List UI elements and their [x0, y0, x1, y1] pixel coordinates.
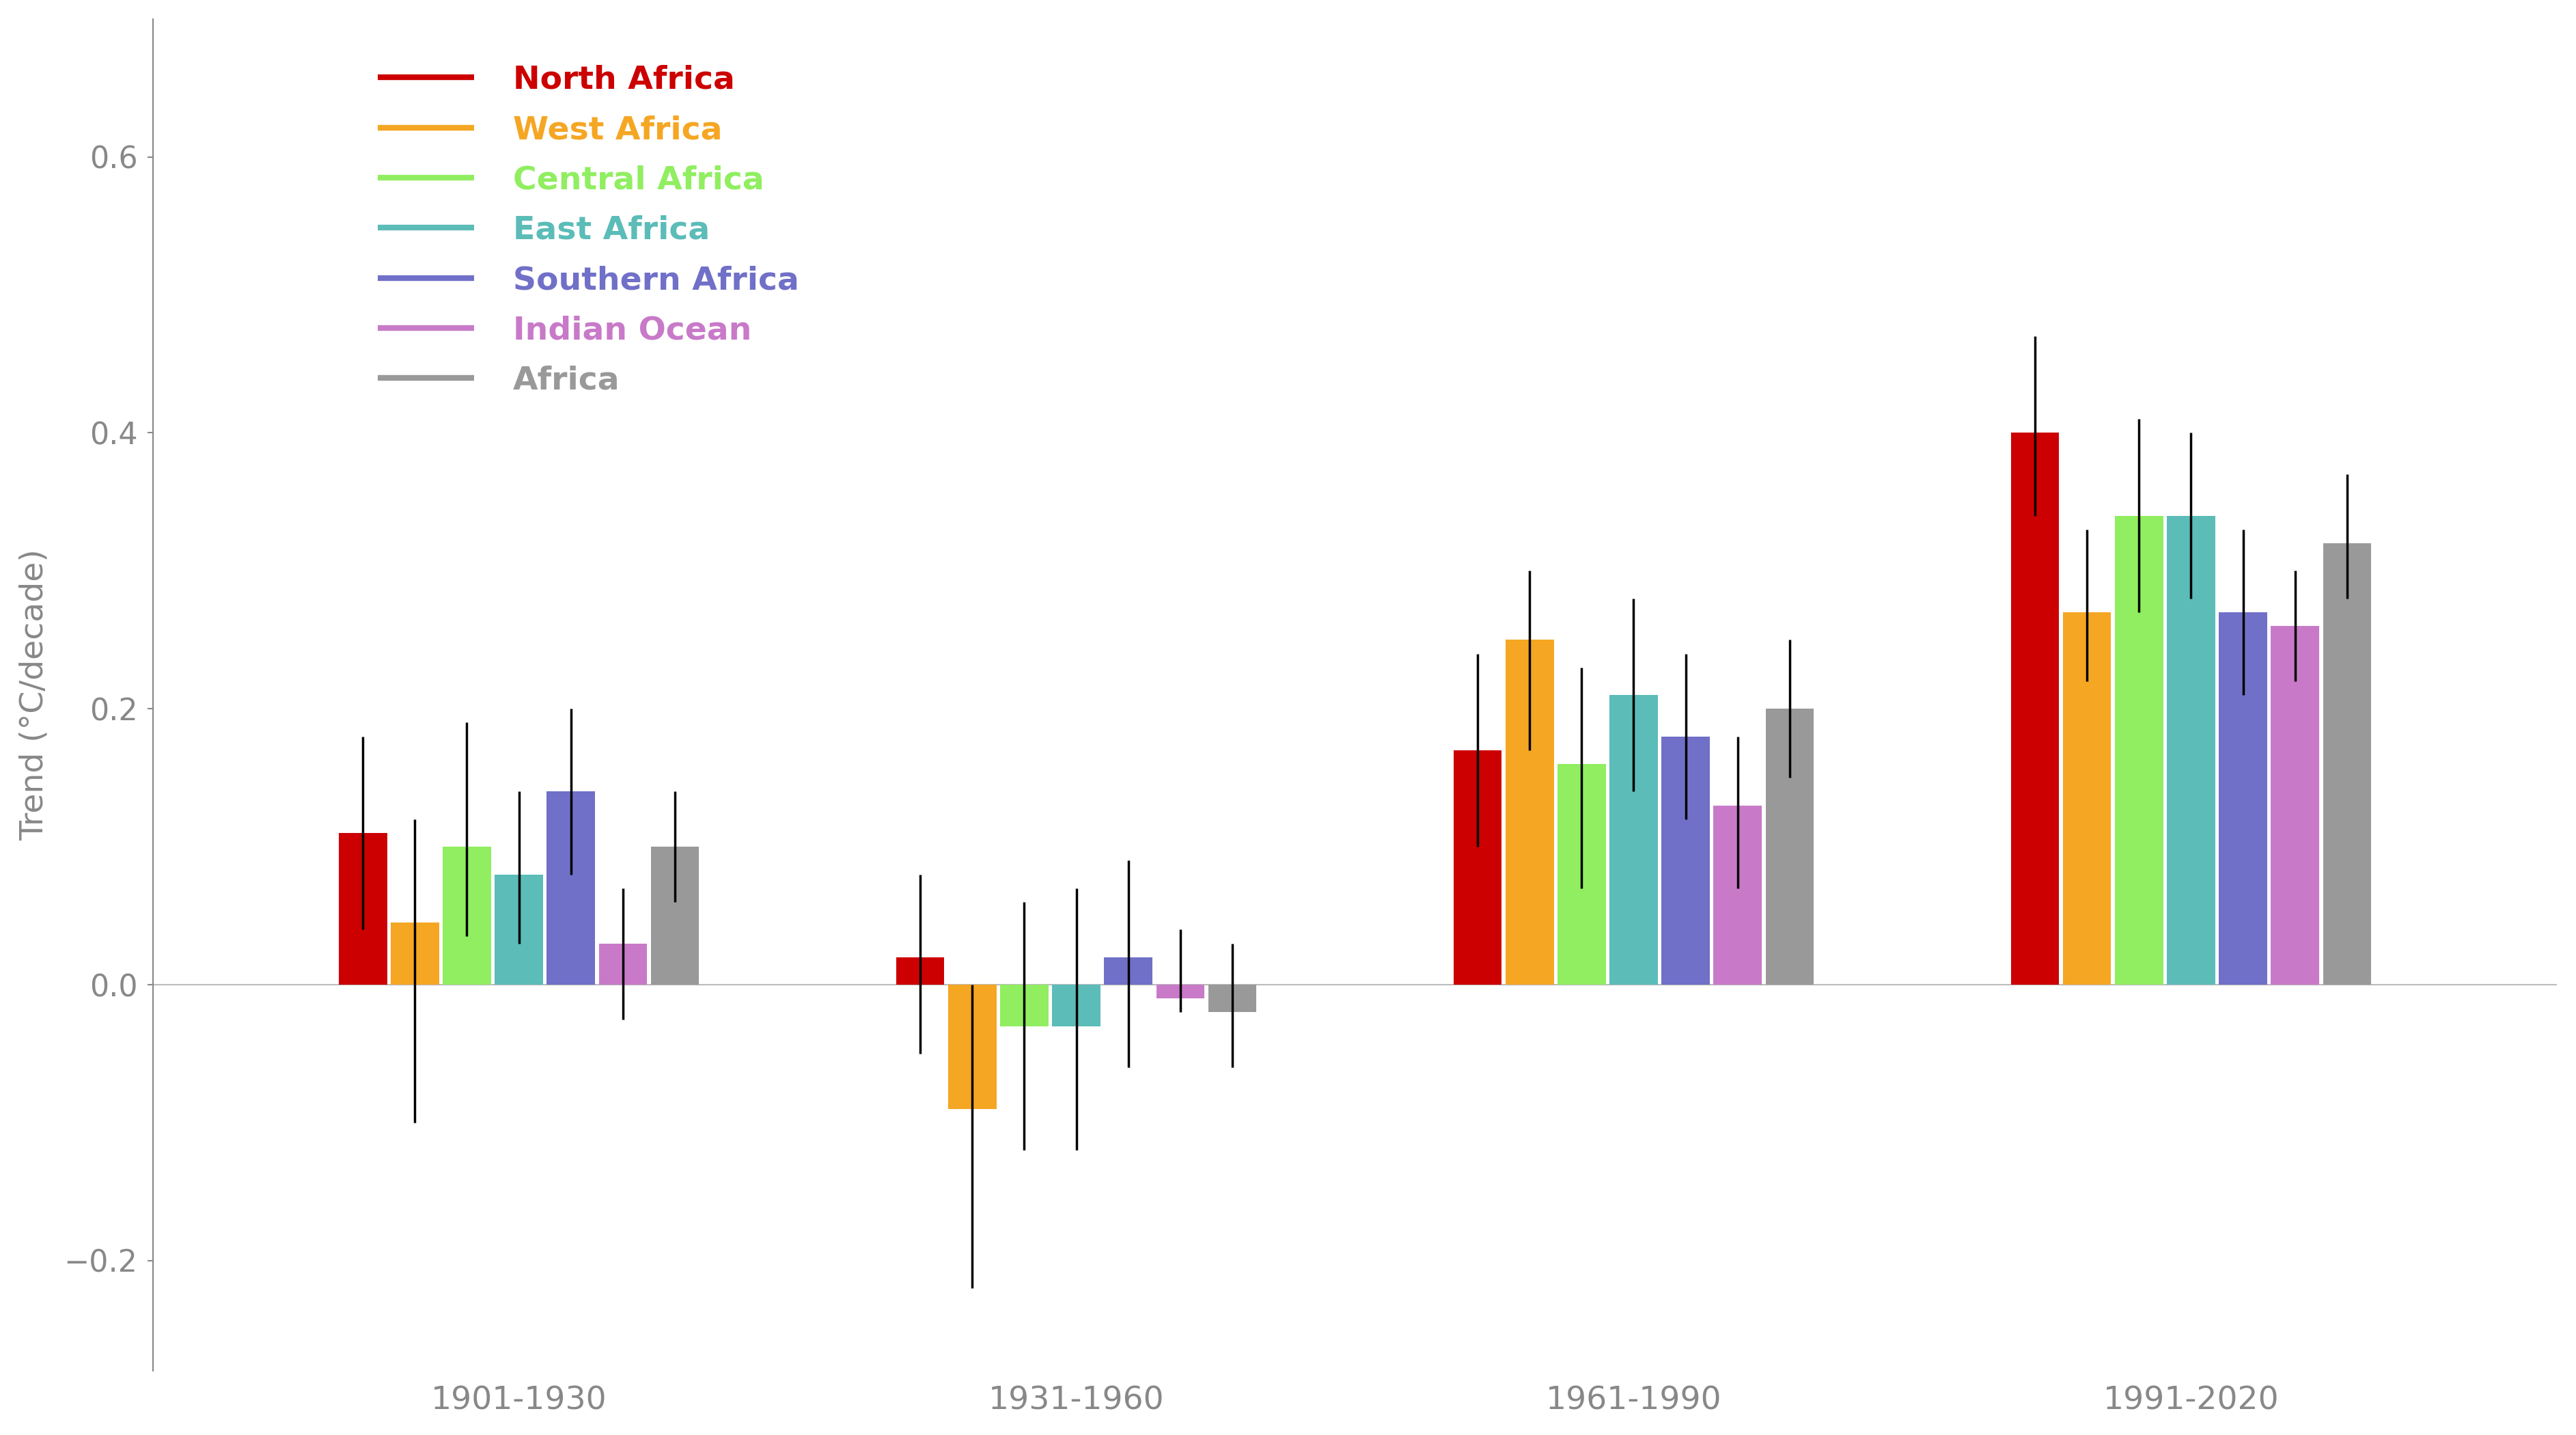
Bar: [1662, 736, 1710, 984]
Bar: [999, 984, 1048, 1026]
Bar: [948, 984, 997, 1109]
Y-axis label: Trend (°C/decade): Trend (°C/decade): [18, 550, 49, 841]
Bar: [1051, 984, 1100, 1026]
Bar: [598, 943, 647, 984]
Bar: [896, 957, 945, 984]
Bar: [1504, 640, 1553, 984]
Bar: [2218, 613, 2267, 984]
Bar: [392, 923, 438, 984]
Bar: [1713, 805, 1762, 984]
Bar: [1610, 695, 1659, 984]
Bar: [2166, 515, 2215, 984]
Bar: [495, 874, 544, 984]
Bar: [337, 832, 386, 984]
Bar: [2063, 613, 2112, 984]
Bar: [1157, 984, 1206, 999]
Bar: [1765, 709, 1814, 984]
Bar: [1208, 984, 1257, 1012]
Bar: [2115, 515, 2164, 984]
Bar: [1453, 751, 1502, 984]
Bar: [2324, 544, 2372, 984]
Bar: [1105, 957, 1151, 984]
Bar: [443, 847, 492, 984]
Bar: [2272, 626, 2318, 984]
Bar: [652, 847, 698, 984]
Bar: [2012, 433, 2058, 984]
Bar: [1558, 763, 1605, 984]
Bar: [546, 792, 595, 984]
Legend: North Africa, West Africa, Central Africa, East Africa, Southern Africa, Indian : North Africa, West Africa, Central Afric…: [361, 49, 814, 412]
